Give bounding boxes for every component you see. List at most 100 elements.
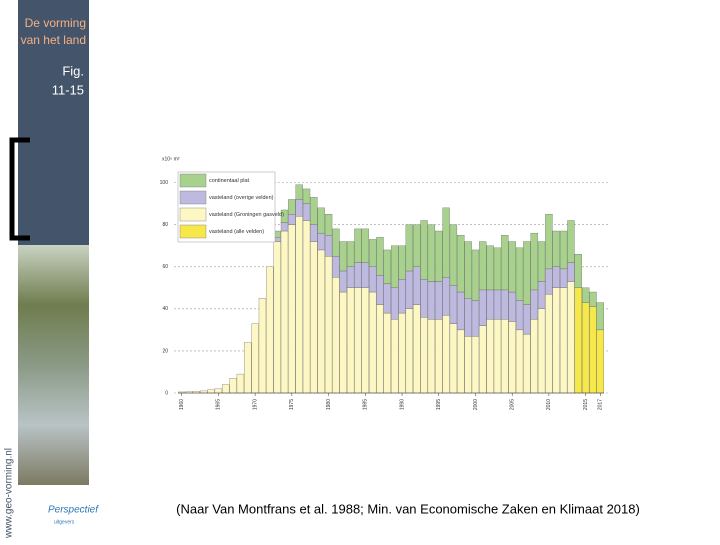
bar-segment (508, 291, 516, 322)
bar-segment (515, 329, 524, 394)
bar-segment (368, 291, 377, 394)
bar-segment (361, 287, 369, 394)
bar-segment (552, 230, 560, 267)
bar-segment (589, 291, 597, 307)
bar-segment (449, 323, 458, 394)
bar-segment (346, 287, 355, 394)
bar-segment (398, 245, 406, 280)
bar-segment (302, 188, 311, 204)
bar-segment (479, 289, 487, 326)
x-tick-label: 1980 (326, 399, 332, 410)
bar-segment (295, 216, 303, 394)
bar-segment (266, 266, 274, 394)
bar-segment (479, 325, 487, 394)
legend-swatch (179, 207, 207, 222)
fig-label: 11-15 (52, 82, 84, 97)
bar-segment (596, 329, 604, 394)
bar-segment (486, 319, 494, 394)
bar-segment (493, 247, 502, 291)
bar-segment (324, 256, 333, 394)
bar-segment (332, 228, 340, 257)
bar-segment (442, 277, 450, 316)
bar-segment (427, 224, 436, 282)
bar-segment (501, 235, 509, 291)
bar-segment (559, 230, 568, 270)
photo (18, 245, 89, 485)
x-tick-label: 2000 (473, 399, 479, 410)
bar-segment (457, 291, 465, 331)
bar-segment (442, 315, 450, 394)
bar-segment (523, 333, 531, 394)
bar-segment (361, 228, 369, 263)
bar-segment (420, 220, 428, 280)
bar-segment (324, 214, 333, 236)
bar-segment (435, 230, 443, 282)
bar-segment (376, 275, 384, 305)
bar-segment (383, 249, 391, 284)
bar-segment (471, 300, 480, 337)
bar-segment (574, 287, 582, 394)
bar-segment (310, 197, 318, 225)
bar-segment (427, 281, 436, 320)
bar-segment (559, 287, 568, 394)
bar-segment (280, 222, 289, 232)
bar-segment (457, 329, 465, 394)
bar-segment (581, 287, 590, 303)
website: www.geo-vorming.nl (4, 448, 15, 539)
bar-segment (515, 247, 524, 301)
bar-segment (295, 199, 303, 217)
bar-segment (317, 207, 325, 234)
logo-bg (18, 485, 89, 540)
bar-segment (435, 281, 443, 320)
bar-segment (464, 336, 472, 394)
bar-segment (464, 298, 472, 337)
bar-segment (222, 384, 230, 394)
bar-segment (537, 308, 546, 394)
bar-segment (501, 319, 509, 394)
bar-segment (361, 262, 369, 288)
bar-segment (200, 390, 208, 394)
x-tick-label: 2015 (583, 399, 589, 410)
x-tick-label: 2010 (546, 399, 552, 410)
bar-segment (229, 378, 237, 394)
bar-segment (280, 230, 289, 394)
bar-segment (302, 220, 311, 394)
bar-segment (530, 319, 538, 394)
bar-segment (317, 249, 325, 394)
legend-swatch (179, 173, 207, 188)
bar-segment (391, 245, 399, 288)
bar-segment (354, 262, 362, 288)
bar-segment (251, 323, 259, 394)
bar-segment (493, 289, 502, 320)
bar-segment (295, 184, 303, 200)
legend-swatch (179, 224, 207, 239)
bar-segment (383, 312, 391, 394)
legend-swatch (179, 190, 207, 205)
x-tick-label: 1995 (436, 399, 442, 410)
bar-segment (479, 241, 487, 291)
bar-segment (346, 266, 355, 288)
bar-segment (457, 235, 465, 293)
x-tick-label: 1970 (252, 399, 258, 410)
bar-segment (354, 228, 362, 263)
bar-segment (310, 241, 318, 394)
bar-segment (567, 281, 575, 394)
bar-segment (515, 300, 524, 331)
bar-segment (288, 214, 296, 225)
y-tick-label: 40 (162, 306, 168, 312)
bar-segment (258, 298, 267, 394)
caption: (Naar Van Montfrans et al. 1988; Min. va… (176, 501, 640, 516)
fig-label: Fig. (62, 63, 84, 78)
bar-segment (368, 266, 377, 293)
bar-segment (391, 319, 399, 394)
x-tick-label: 1990 (399, 399, 405, 410)
y-tick-label: 0 (165, 390, 168, 396)
bar-segment (288, 199, 296, 215)
legend-label: vasteland (overige velden) (209, 195, 274, 201)
logo: Perspectief (48, 505, 99, 516)
bar-segment (244, 342, 252, 394)
y-tick-label: 100 (160, 180, 169, 186)
bar-segment (545, 268, 553, 295)
bar-segment (581, 302, 590, 394)
bar-segment (413, 224, 421, 267)
